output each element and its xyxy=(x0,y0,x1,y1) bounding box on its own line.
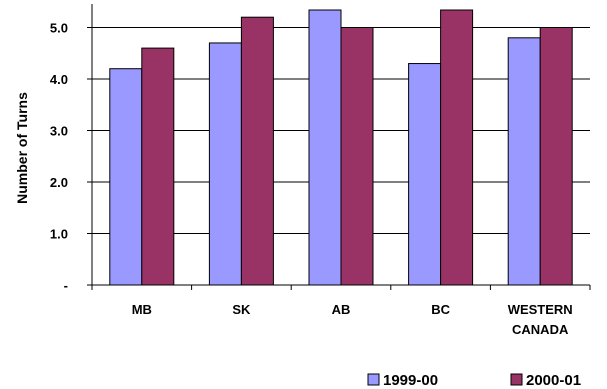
y-tick-label: 3.0 xyxy=(50,124,68,139)
y-tick-label: 2.0 xyxy=(50,175,68,190)
legend: 1999-00 2000-01 xyxy=(367,372,581,389)
bar-2000-01 xyxy=(539,27,573,286)
axes xyxy=(87,4,591,290)
bars xyxy=(109,9,573,286)
x-category-label: AB xyxy=(332,302,351,317)
bar-2000-01 xyxy=(340,27,374,286)
y-axis-label: Number of Turns xyxy=(14,92,30,204)
legend-swatch xyxy=(367,373,380,386)
x-category-label: BC xyxy=(431,302,450,317)
y-tick-label: 1.0 xyxy=(50,227,68,242)
y-tick-label: 4.0 xyxy=(50,72,68,87)
x-category-label: MB xyxy=(132,302,152,317)
y-tick-labels: - 1.0 2.0 3.0 4.0 5.0 xyxy=(50,21,68,294)
legend-label: 2000-01 xyxy=(526,372,581,389)
x-category-label: CANADA xyxy=(512,322,569,337)
bar-2000-01 xyxy=(141,47,175,286)
bar-1999-00 xyxy=(308,9,342,286)
y-tick-label: 5.0 xyxy=(50,21,68,36)
legend-swatch xyxy=(510,373,523,386)
x-category-labels: MB SK AB BC WESTERN CANADA xyxy=(132,302,573,337)
x-category-label: SK xyxy=(232,302,251,317)
bar-1999-00 xyxy=(208,42,242,286)
y-tick-label: - xyxy=(64,278,68,293)
legend-label: 1999-00 xyxy=(383,372,438,389)
bar-1999-00 xyxy=(109,68,143,286)
bar-2000-01 xyxy=(240,16,274,286)
bar-2000-01 xyxy=(440,9,474,286)
bar-1999-00 xyxy=(408,63,442,286)
x-category-label: WESTERN xyxy=(508,302,573,317)
bar-1999-00 xyxy=(507,37,541,286)
